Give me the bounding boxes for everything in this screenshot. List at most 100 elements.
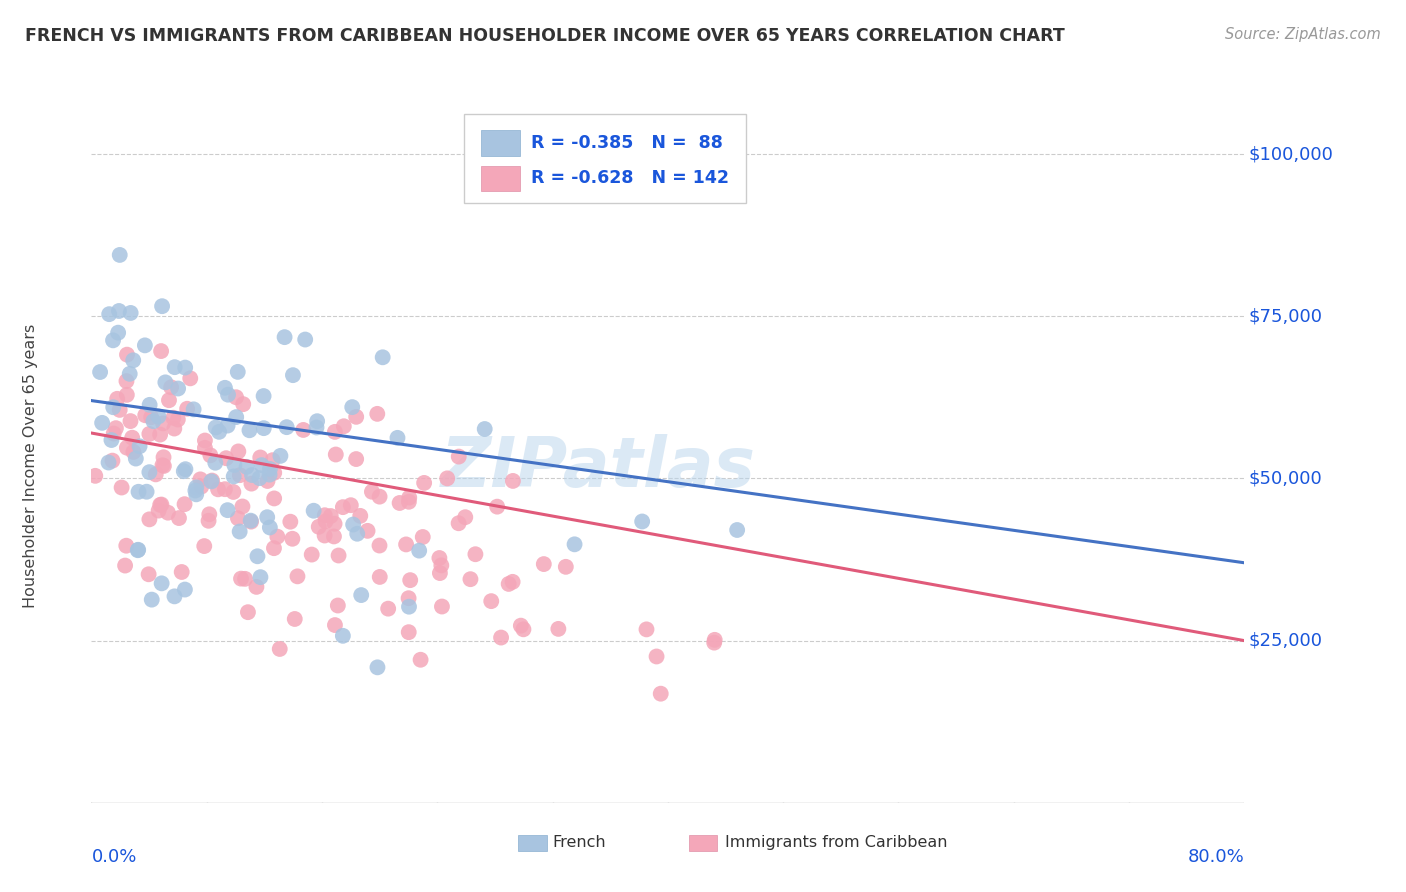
- Point: [301, 548, 323, 562]
- FancyBboxPatch shape: [464, 114, 747, 203]
- Point: [148, 409, 170, 424]
- Point: [138, 567, 160, 582]
- Bar: [481, 130, 520, 155]
- Point: [194, 441, 217, 455]
- Point: [134, 409, 156, 423]
- Point: [371, 351, 394, 365]
- Point: [631, 515, 654, 529]
- Point: [413, 475, 436, 490]
- Point: [314, 508, 336, 523]
- Point: [344, 452, 367, 467]
- Point: [398, 491, 420, 505]
- Point: [325, 448, 347, 462]
- Text: Source: ZipAtlas.com: Source: ZipAtlas.com: [1225, 27, 1381, 42]
- Point: [115, 348, 138, 362]
- Point: [152, 417, 174, 431]
- Point: [235, 459, 257, 474]
- Point: [125, 451, 148, 466]
- Point: [173, 464, 195, 478]
- Point: [229, 468, 252, 483]
- Point: [190, 472, 212, 486]
- Point: [225, 410, 247, 425]
- Point: [323, 618, 346, 632]
- Point: [263, 491, 285, 506]
- Point: [430, 599, 453, 614]
- Point: [217, 503, 239, 517]
- Point: [207, 483, 229, 497]
- Point: [454, 510, 477, 524]
- Text: $50,000: $50,000: [1249, 469, 1323, 487]
- Point: [252, 389, 274, 403]
- Point: [366, 407, 388, 421]
- Point: [108, 304, 131, 318]
- Point: [157, 393, 180, 408]
- Point: [512, 622, 534, 636]
- Point: [502, 474, 524, 488]
- Point: [226, 511, 249, 525]
- Point: [276, 420, 298, 434]
- Point: [152, 458, 174, 473]
- Point: [138, 426, 160, 441]
- Point: [366, 660, 388, 674]
- Point: [645, 649, 668, 664]
- Point: [326, 599, 349, 613]
- Point: [269, 449, 291, 463]
- Point: [323, 425, 346, 439]
- Point: [217, 418, 239, 433]
- Point: [150, 576, 173, 591]
- Point: [115, 388, 138, 402]
- Point: [236, 605, 259, 619]
- Point: [554, 559, 576, 574]
- Point: [245, 580, 267, 594]
- Point: [398, 495, 420, 509]
- Point: [377, 601, 399, 615]
- Point: [412, 530, 434, 544]
- Point: [249, 450, 271, 465]
- Point: [231, 500, 253, 514]
- Point: [170, 565, 193, 579]
- Point: [148, 503, 170, 517]
- Point: [703, 635, 725, 649]
- Point: [249, 471, 271, 485]
- Text: $25,000: $25,000: [1249, 632, 1323, 649]
- Point: [115, 539, 138, 553]
- Point: [256, 510, 278, 524]
- Point: [194, 434, 217, 448]
- Text: 0.0%: 0.0%: [91, 848, 136, 866]
- Point: [436, 471, 458, 485]
- Point: [238, 423, 260, 437]
- Point: [460, 572, 482, 586]
- Point: [429, 566, 451, 580]
- Point: [198, 508, 221, 522]
- Point: [127, 543, 149, 558]
- Point: [104, 421, 127, 435]
- Point: [533, 557, 555, 571]
- Point: [307, 414, 329, 428]
- Point: [186, 480, 208, 494]
- Point: [430, 558, 453, 573]
- Point: [725, 523, 748, 537]
- Point: [233, 572, 256, 586]
- Point: [281, 532, 304, 546]
- Point: [84, 468, 107, 483]
- Bar: [481, 166, 520, 191]
- Point: [498, 577, 520, 591]
- Point: [215, 451, 238, 466]
- Point: [114, 558, 136, 573]
- Point: [115, 441, 138, 455]
- Point: [547, 622, 569, 636]
- Point: [166, 412, 188, 426]
- Text: R = -0.385   N =  88: R = -0.385 N = 88: [530, 134, 723, 152]
- Point: [204, 420, 226, 434]
- Text: $100,000: $100,000: [1249, 145, 1333, 163]
- Point: [256, 474, 278, 488]
- Point: [294, 333, 316, 347]
- Point: [186, 487, 208, 501]
- Point: [160, 380, 183, 394]
- Point: [228, 524, 250, 539]
- Point: [263, 541, 285, 556]
- Point: [127, 542, 149, 557]
- Point: [429, 551, 451, 566]
- Point: [368, 490, 391, 504]
- Point: [232, 397, 254, 411]
